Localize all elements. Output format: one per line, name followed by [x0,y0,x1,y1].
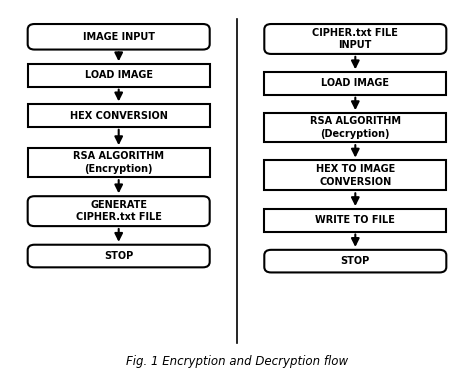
Text: STOP: STOP [104,251,133,261]
FancyBboxPatch shape [27,245,210,268]
Text: CIPHER.txt FILE
INPUT: CIPHER.txt FILE INPUT [312,28,398,50]
Text: WRITE TO FILE: WRITE TO FILE [315,215,395,225]
Text: RSA ALGORITHM
(Decryption): RSA ALGORITHM (Decryption) [310,116,401,139]
FancyBboxPatch shape [27,24,210,49]
FancyBboxPatch shape [264,250,447,272]
Text: RSA ALGORITHM
(Encryption): RSA ALGORITHM (Encryption) [73,152,164,174]
Text: STOP: STOP [341,256,370,266]
Bar [264,72,447,95]
Text: Fig. 1 Encryption and Decryption flow: Fig. 1 Encryption and Decryption flow [126,355,348,368]
FancyBboxPatch shape [27,196,210,226]
Bar [264,209,447,231]
Bar [27,104,210,127]
Bar [264,113,447,142]
Text: LOAD IMAGE: LOAD IMAGE [321,79,389,89]
Text: IMAGE INPUT: IMAGE INPUT [82,32,155,42]
Bar [27,64,210,87]
Text: LOAD IMAGE: LOAD IMAGE [85,70,153,81]
Text: GENERATE
CIPHER.txt FILE: GENERATE CIPHER.txt FILE [76,200,162,222]
Text: HEX TO IMAGE
CONVERSION: HEX TO IMAGE CONVERSION [316,164,395,187]
FancyBboxPatch shape [264,24,447,54]
Text: HEX CONVERSION: HEX CONVERSION [70,111,168,120]
Bar [264,160,447,190]
Bar [27,148,210,177]
